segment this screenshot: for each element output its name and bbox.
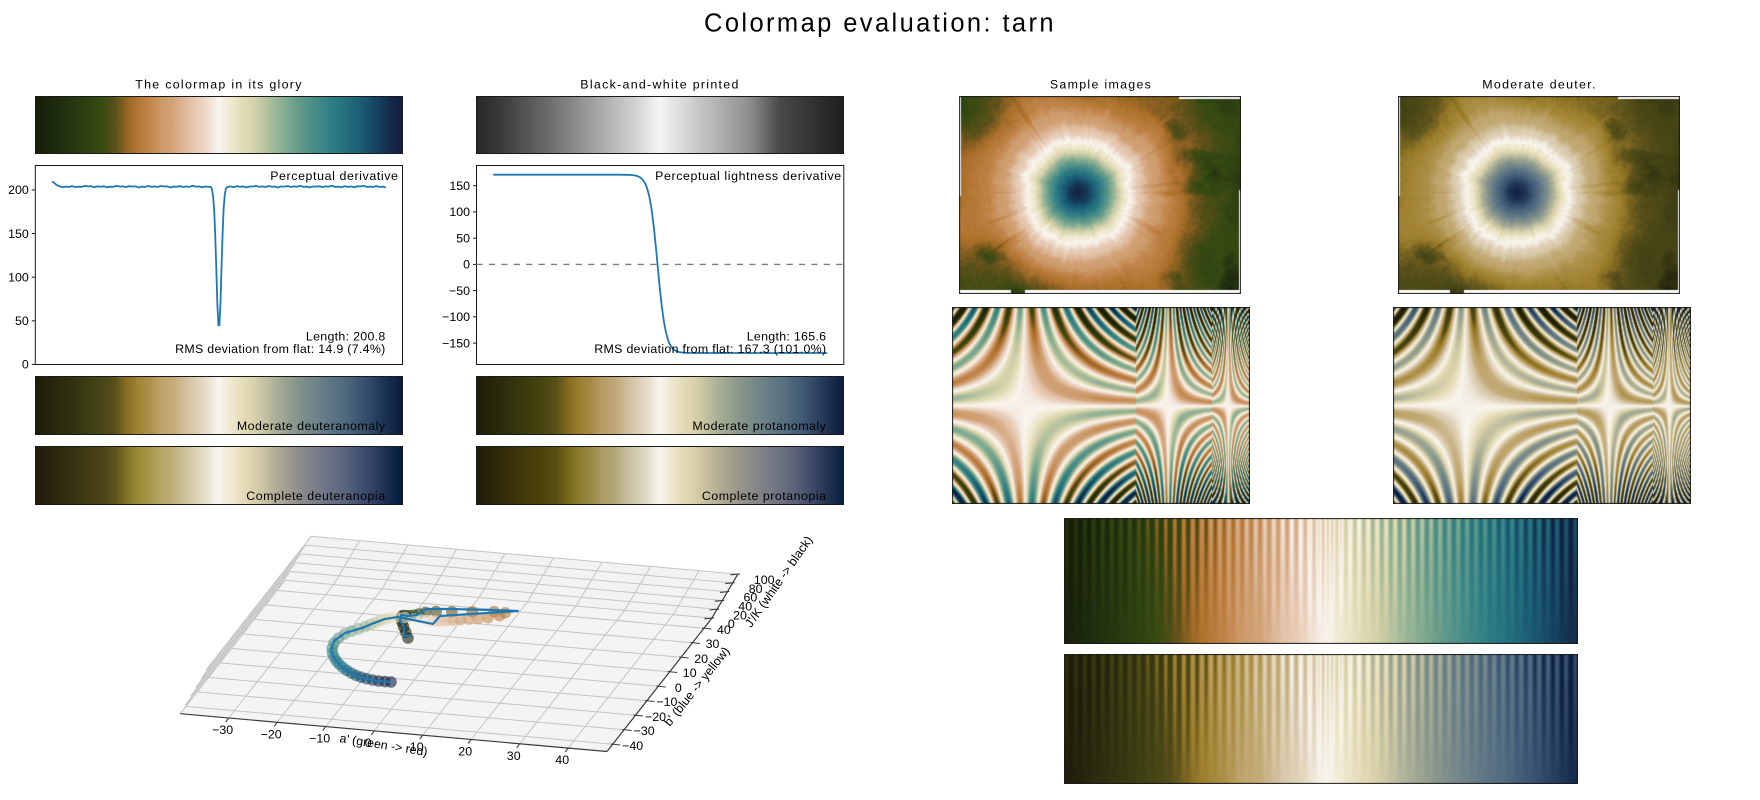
svg-text:40: 40 [738,600,752,614]
svg-text:RMS deviation from flat: 14.9: RMS deviation from flat: 14.9 (7.4%) [175,342,386,356]
svg-text:150: 150 [8,227,29,241]
svg-text:Perceptual lightness derivativ: Perceptual lightness derivative [655,169,842,183]
svg-text:−40: −40 [622,739,643,753]
svg-text:10: 10 [410,740,424,754]
svg-text:30: 30 [706,637,720,651]
svg-text:Length: 200.8: Length: 200.8 [306,329,386,343]
svg-text:0: 0 [463,258,470,272]
svg-text:100: 100 [754,573,775,587]
svg-text:Complete protanopia: Complete protanopia [702,489,827,503]
svg-text:a' (green -> red): a' (green -> red) [339,731,429,759]
svg-text:Colormap evaluation: tarn: Colormap evaluation: tarn [704,10,1056,38]
svg-text:60: 60 [744,591,758,605]
svg-text:50: 50 [456,232,470,246]
svg-text:The colormap in its glory: The colormap in its glory [135,78,302,92]
svg-text:20: 20 [458,745,472,759]
svg-text:Perceptual derivative: Perceptual derivative [270,169,398,183]
svg-text:0: 0 [675,681,682,695]
svg-text:Black-and-white printed: Black-and-white printed [580,78,739,92]
svg-text:−50: −50 [449,284,470,298]
svg-text:50: 50 [15,314,29,328]
svg-text:Moderate deuter.: Moderate deuter. [1482,78,1596,92]
svg-text:−30: −30 [634,724,655,738]
svg-text:Moderate deuteranomaly: Moderate deuteranomaly [237,419,386,433]
svg-text:20: 20 [733,608,747,622]
svg-text:−20: −20 [645,710,666,724]
svg-text:Complete deuteranopia: Complete deuteranopia [246,489,385,503]
svg-text:150: 150 [449,179,470,193]
svg-text:−150: −150 [442,336,470,350]
svg-text:−20: −20 [261,727,282,741]
svg-text:30: 30 [507,749,521,763]
svg-text:40: 40 [717,623,731,637]
svg-text:0: 0 [365,736,372,750]
svg-text:RMS deviation from flat: 167.3: RMS deviation from flat: 167.3 (101.0%) [594,342,826,356]
svg-text:200: 200 [8,183,29,197]
svg-text:100: 100 [8,271,29,285]
svg-text:10: 10 [683,666,697,680]
svg-text:−10: −10 [309,732,330,746]
svg-text:−10: −10 [656,695,677,709]
svg-text:Length: 165.6: Length: 165.6 [747,329,827,343]
svg-text:40: 40 [555,753,569,767]
svg-text:Moderate protanomaly: Moderate protanomaly [692,419,826,433]
svg-text:−100: −100 [442,310,470,324]
svg-text:Sample images: Sample images [1050,78,1152,92]
svg-text:80: 80 [749,582,763,596]
svg-text:0: 0 [728,617,735,631]
svg-text:0: 0 [22,358,29,372]
svg-text:−30: −30 [212,723,233,737]
svg-text:20: 20 [694,652,708,666]
svg-text:100: 100 [449,205,470,219]
